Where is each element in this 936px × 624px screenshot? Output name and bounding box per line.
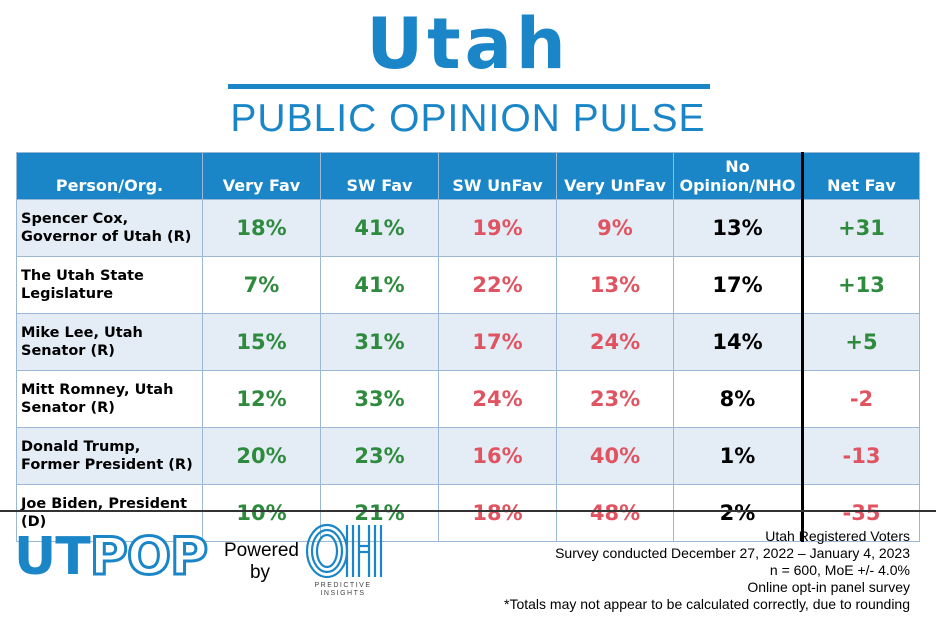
utpop-logo: UTPOP [14,526,210,589]
cell-sw-fav: 33% [320,370,439,428]
by-line: by [249,562,271,583]
column-header-no-opinion: No Opinion/NHO [673,152,803,200]
cell-sw-fav: 23% [320,427,439,485]
cell-very-unfav: 13% [556,256,674,314]
page-title: Utah [366,3,570,85]
column-header-net-fav: Net Fav [801,152,920,200]
note-rounding: *Totals may not appear to be calculated … [504,596,910,612]
cell-person: Mike Lee, Utah Senator (R) [16,313,203,371]
survey-notes: Utah Registered Voters Survey conducted … [504,528,910,613]
oh-logo-caption: PREDICTIVE INSIGHTS [303,582,383,598]
cell-net-fav: -13 [801,427,920,485]
cell-person-line: Donald Trump, [21,439,141,455]
title-underline [228,84,710,89]
cell-sw-unfav: 17% [438,313,557,371]
powered-line: Powered [224,540,299,561]
cell-no-opinion: 17% [673,256,803,314]
favorability-table: Person/Org. Very Fav SW Fav SW UnFav Ver… [16,152,920,542]
table-header-row: Person/Org. Very Fav SW Fav SW UnFav Ver… [16,152,920,200]
utpop-logo-outline: POP [88,526,209,589]
cell-net-fav: +13 [801,256,920,314]
column-header-person: Person/Org. [16,152,203,200]
table-row: Mitt Romney, Utah Senator (R) 12% 33% 24% 23%… [16,370,920,428]
cell-no-opinion: 2% [673,484,803,542]
cell-no-opinion: 8% [673,370,803,428]
cell-sw-unfav: 18% [438,484,557,542]
cell-very-fav: 15% [202,313,321,371]
cell-person-line: Joe Biden, President [21,496,188,512]
cell-person-line: Senator (R) [21,400,115,416]
cell-no-opinion: 1% [673,427,803,485]
cell-person-line: Former President (R) [21,457,193,473]
cell-very-unfav: 9% [556,199,674,257]
cell-sw-fav: 41% [320,256,439,314]
column-header-no-opinion-line1: No [725,157,750,176]
cell-very-unfav: 48% [556,484,674,542]
column-header-no-opinion-line2: Opinion/NHO [679,176,796,195]
cell-very-fav: 18% [202,199,321,257]
oh-caption-line1: PREDICTIVE [314,582,372,589]
cell-person: Donald Trump, Former President (R) [16,427,203,485]
column-header-sw-unfav: SW UnFav [438,152,557,200]
note-method: Online opt-in panel survey [747,579,910,595]
cell-person: Joe Biden, President (D) [16,484,203,542]
cell-sw-fav: 31% [320,313,439,371]
cell-person-line: The Utah State [21,268,144,284]
cell-net-fav: +31 [801,199,920,257]
cell-very-fav: 10% [202,484,321,542]
oh-logo-icon [305,523,383,579]
cell-no-opinion: 14% [673,313,803,371]
cell-person-line: Mike Lee, Utah [21,325,143,341]
table-row: Mike Lee, Utah Senator (R) 15% 31% 17% 24% 14%… [16,313,920,371]
utpop-logo-solid: UT [14,527,91,587]
cell-person-line: (D) [21,514,47,530]
table-row: Spencer Cox, Governor of Utah (R) 18% 41% 19… [16,199,920,257]
cell-person-line: Senator (R) [21,343,115,359]
cell-person-line: Spencer Cox, [21,211,129,227]
cell-sw-unfav: 24% [438,370,557,428]
oh-caption-line2: INSIGHTS [320,590,366,597]
cell-sw-unfav: 19% [438,199,557,257]
cell-sw-unfav: 16% [438,427,557,485]
powered-by-label: Powered by [224,540,299,584]
cell-person-line: Legislature [21,286,114,302]
cell-very-unfav: 23% [556,370,674,428]
cell-very-unfav: 40% [556,427,674,485]
note-sample: n = 600, MoE +/- 4.0% [769,562,910,578]
cell-person: Spencer Cox, Governor of Utah (R) [16,199,203,257]
cell-net-fav: -2 [801,370,920,428]
cell-person-line: Mitt Romney, Utah [21,382,174,398]
cell-very-fav: 20% [202,427,321,485]
table-row: Donald Trump, Former President (R) 20% 23% 1… [16,427,920,485]
footer-divider [0,510,936,512]
cell-sw-unfav: 22% [438,256,557,314]
column-header-very-unfav: Very UnFav [556,152,674,200]
note-population: Utah Registered Voters [765,528,910,544]
column-header-very-fav: Very Fav [202,152,321,200]
column-header-sw-fav: SW Fav [320,152,439,200]
cell-person-line: Governor of Utah (R) [21,229,192,245]
table-row: The Utah State Legislature 7% 41% 22% 13% 17% +… [16,256,920,314]
cell-net-fav: +5 [801,313,920,371]
cell-no-opinion: 13% [673,199,803,257]
cell-very-fav: 7% [202,256,321,314]
table-body: Spencer Cox, Governor of Utah (R) 18% 41% 19… [16,199,920,542]
cell-very-fav: 12% [202,370,321,428]
note-dates: Survey conducted December 27, 2022 – Jan… [555,545,910,561]
cell-sw-fav: 41% [320,199,439,257]
cell-net-fav: -35 [801,484,920,542]
cell-person: Mitt Romney, Utah Senator (R) [16,370,203,428]
page-subtitle: PUBLIC OPINION PULSE [230,97,706,140]
cell-very-unfav: 24% [556,313,674,371]
cell-person: The Utah State Legislature [16,256,203,314]
